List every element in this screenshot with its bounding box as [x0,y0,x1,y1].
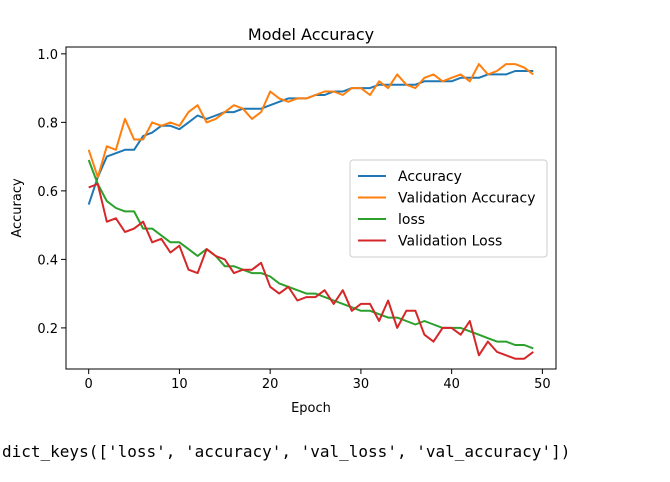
legend-box [349,159,548,258]
y-tick-label: 0.8 [37,116,58,131]
series-line-2 [87,159,534,350]
series-lines [87,63,534,360]
console-output: dict_keys(['loss', 'accuracy', 'val_loss… [2,442,571,461]
series-line-3 [88,183,534,360]
x-tick-label: 50 [534,377,551,392]
x-axis: 0 10 20 30 40 50 [85,369,551,392]
legend-label-0: Accuracy [398,169,462,185]
x-tick-label: 40 [443,377,460,392]
y-tick-label: 0.4 [37,253,58,268]
legend-label-3: Validation Loss [398,234,502,250]
y-tick-label: 1.0 [37,48,58,63]
y-axis: 0.2 0.4 0.6 0.8 1.0 [37,48,66,337]
x-tick-label: 20 [262,377,279,392]
x-axis-label: Epoch [291,401,331,416]
y-tick-label: 0.6 [37,185,58,200]
series-line-1 [87,63,534,179]
x-tick-label: 30 [353,377,370,392]
chart: Model Accuracy 0 10 20 30 40 50 0.2 0.4 0.6 0.8 1… [10,25,557,416]
y-axis-label: Accuracy [10,178,25,238]
y-tick-label: 0.2 [37,322,58,337]
chart-title: Model Accuracy [248,25,374,44]
x-tick-label: 0 [85,377,93,392]
legend-label-1: Validation Accuracy [398,191,536,207]
plot-frame [65,46,557,370]
legend-label-2: loss [398,212,425,228]
x-tick-label: 10 [171,377,188,392]
legend: Accuracy Validation Accuracy loss Validatio… [349,159,548,258]
